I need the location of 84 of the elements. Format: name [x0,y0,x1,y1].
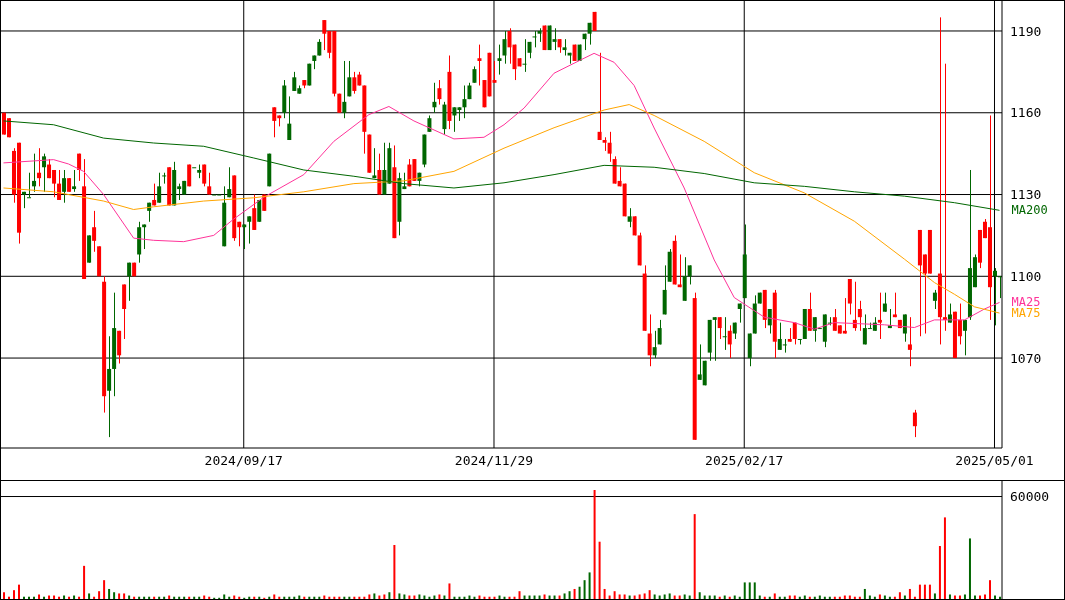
bar [603,588,606,599]
bar [543,594,546,599]
bar [983,594,986,599]
bar [743,582,746,599]
bar [108,588,111,599]
bar [863,588,866,599]
bar [3,592,5,599]
bar [693,514,696,599]
bar [88,593,91,599]
x-tick-label: 2025/02/17 [705,453,784,469]
bar [18,584,21,599]
bar [398,593,401,599]
candlestick [162,172,167,184]
bar [373,593,376,599]
bar [578,586,581,599]
bar [898,592,901,599]
bar [123,593,126,599]
bar [698,592,701,599]
x-tick-label: 2024/11/29 [454,453,534,469]
bar [963,594,966,599]
bar [773,593,776,599]
candlestick [372,148,377,179]
bar [588,572,591,599]
bar [223,594,226,599]
y-tick-label: 1160 [1010,105,1042,121]
y-tick-label: 1100 [1010,268,1042,284]
bar [98,591,101,599]
bar [878,594,881,599]
bar [448,583,451,599]
bar [933,593,936,599]
series-label: MA75 [1011,306,1041,321]
bar [928,584,931,599]
bar [943,517,946,599]
bar [418,594,421,599]
bar [643,593,646,599]
bar [368,594,371,599]
bar [563,593,566,599]
bar [668,593,671,599]
y-tick-label: 1130 [1010,187,1042,203]
y-tick-label: 1070 [1010,350,1042,366]
bar [923,584,926,599]
bar [103,580,106,599]
bar [918,584,921,599]
bar [748,582,751,599]
bar [593,489,596,599]
bar [598,541,601,599]
bar [613,591,616,599]
candlestick [782,338,787,353]
bar [438,594,441,599]
bar [638,594,641,599]
bar [388,592,391,599]
bar [383,594,386,599]
series-label: MA200 [1011,203,1048,218]
x-tick-label: 2024/09/17 [204,453,283,469]
bar [113,592,116,599]
bar [623,594,626,599]
y-tick-label: 60000 [1010,489,1050,505]
bar [618,594,621,599]
bar [13,590,16,599]
bar [38,594,41,599]
x-tick-label: 2025/05/01 [955,453,1034,469]
bar [653,594,656,599]
bar [573,588,576,599]
bar [583,580,586,599]
bar [118,593,121,599]
bar [403,594,406,599]
bar [683,594,686,599]
bar [568,591,571,599]
bar [273,594,276,599]
bar [753,582,756,599]
bar [968,538,971,599]
bar [393,544,396,599]
candlestick [677,254,682,288]
candlestick [532,30,537,48]
bar [518,591,521,599]
y-tick-label: 1190 [1010,23,1042,39]
bar [83,565,86,599]
bar [948,594,951,599]
bar [988,580,991,599]
bar [908,588,911,599]
line-series [3,104,1000,314]
bar [938,546,941,599]
bar [648,590,651,599]
bar [663,594,666,599]
